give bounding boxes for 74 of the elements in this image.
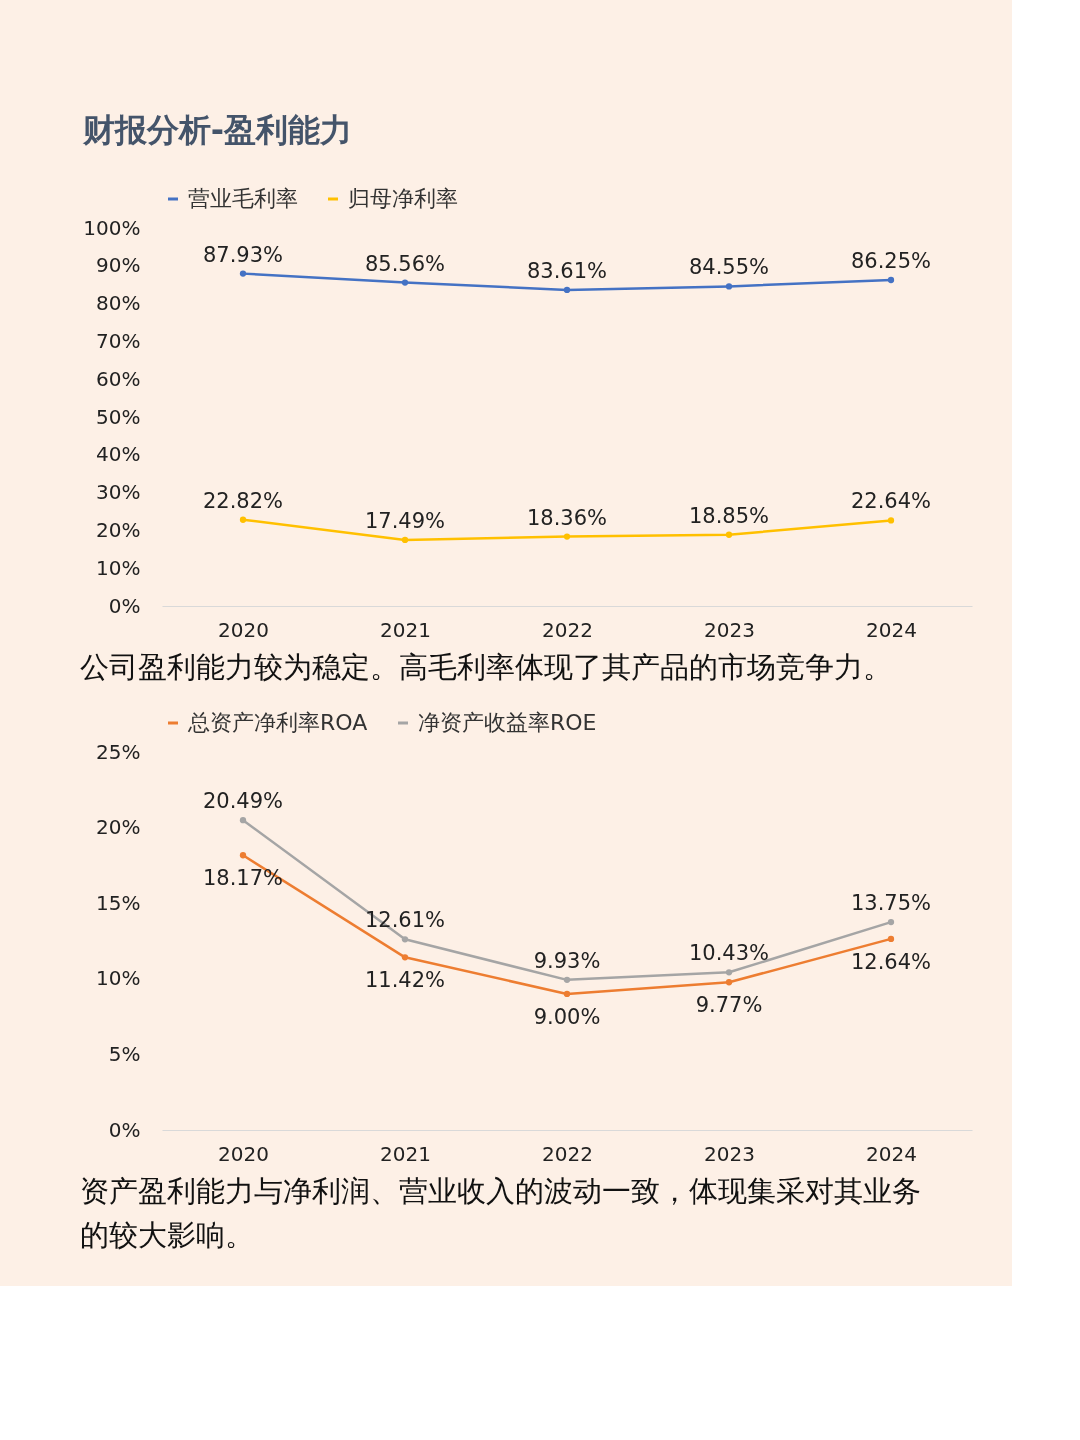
point (563, 533, 571, 540)
y-tick-label: 60% (96, 366, 141, 391)
y-tick-label: 10% (96, 555, 141, 580)
point (887, 918, 895, 926)
data-label: 13.75% (850, 891, 932, 916)
text: 资产盈利能力与净利润、营业收入的波动一致，体现集采对其业务的较大影响。 (80, 1174, 921, 1252)
point (401, 936, 409, 943)
point (401, 279, 409, 286)
data-label: 85.56% (364, 251, 446, 276)
data-label: 87.93% (202, 242, 284, 267)
data-label: 12.61% (364, 908, 446, 933)
data-label: 12.64% (850, 949, 932, 974)
point (563, 976, 571, 984)
data-label: 86.25% (850, 248, 932, 273)
y-tick-label: 20% (96, 815, 141, 840)
y-tick-label: 100% (83, 215, 141, 240)
y-tick-label: 30% (96, 480, 141, 505)
x-tick-label: 2021 (380, 617, 431, 642)
legend-label: 营业毛利率 (188, 186, 298, 211)
legend-label: 归母净利率 (348, 186, 458, 211)
y-tick-label: 80% (96, 291, 141, 316)
legend-label: 净资产收益率ROE (418, 710, 597, 735)
x-tick-label: 2021 (380, 1141, 431, 1166)
y-tick-label: 0% (108, 1117, 141, 1142)
data-label: 9.00% (533, 1004, 601, 1029)
y-tick-label: 70% (96, 328, 141, 353)
x-tick-label: 2023 (704, 617, 755, 642)
data-label: 83.61% (526, 258, 608, 283)
y-tick-label: 15% (96, 890, 141, 915)
y-tick-label: 5% (108, 1041, 141, 1066)
data-label: 9.77% (695, 993, 763, 1018)
y-tick-label: 90% (96, 253, 141, 278)
text: 公司盈利能力较为稳定。高毛利率体现了其产品的市场竞争力。 (80, 650, 892, 684)
data-label: 10.43% (688, 941, 770, 966)
data-label: 11.42% (364, 968, 446, 993)
y-tick-label: 40% (96, 442, 141, 467)
point (239, 817, 247, 824)
point (563, 990, 571, 998)
x-tick-label: 2024 (866, 1141, 917, 1166)
x-tick-label: 2023 (704, 1141, 755, 1166)
point (887, 935, 895, 943)
point (725, 969, 733, 976)
point (725, 283, 733, 290)
x-tick-label: 2024 (866, 617, 917, 642)
point (239, 516, 247, 523)
data-label: 84.55% (688, 255, 770, 280)
x-tick-label: 2022 (542, 617, 593, 642)
data-label: 9.93% (533, 948, 601, 973)
data-label: 18.36% (526, 505, 608, 530)
point (725, 979, 733, 986)
data-label: 18.17% (202, 866, 284, 891)
data-label: 17.49% (364, 508, 446, 533)
data-label: 18.85% (688, 503, 770, 528)
x-tick-label: 2020 (218, 617, 269, 642)
point (239, 852, 247, 859)
data-label: 20.49% (202, 789, 284, 814)
y-tick-label: 0% (108, 593, 141, 618)
point (239, 270, 247, 277)
x-tick-label: 2020 (218, 1141, 269, 1166)
point (401, 536, 409, 544)
chart-title: 财报分析-盈利能力 (81, 111, 353, 149)
point (401, 954, 409, 961)
point (887, 276, 895, 284)
legend-label: 总资产净利率ROA (187, 710, 368, 735)
x-tick-label: 2022 (542, 1141, 593, 1166)
point (887, 517, 895, 524)
point (563, 286, 571, 294)
y-tick-label: 25% (96, 739, 141, 764)
y-tick-label: 20% (96, 517, 141, 542)
data-label: 22.82% (202, 488, 284, 513)
data-label: 22.64% (850, 489, 932, 514)
point (725, 531, 733, 538)
y-tick-label: 10% (96, 966, 141, 991)
y-tick-label: 50% (96, 404, 141, 429)
